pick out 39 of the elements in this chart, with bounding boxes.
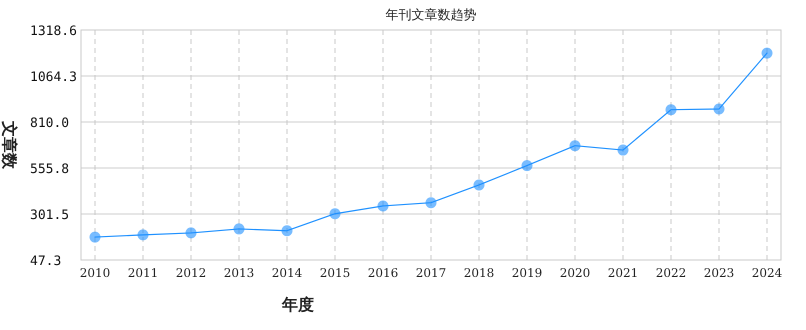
point bbox=[570, 140, 580, 152]
point bbox=[282, 225, 292, 236]
y-axis-title: 文章数 bbox=[0, 120, 19, 170]
x-tick-label: 2015 bbox=[320, 266, 350, 280]
point bbox=[762, 48, 772, 59]
x-tick-label: 2017 bbox=[416, 266, 446, 280]
x-tick-label: 2023 bbox=[704, 266, 734, 280]
point bbox=[714, 103, 724, 114]
point bbox=[666, 104, 676, 116]
x-tick-label: 2010 bbox=[80, 266, 110, 280]
y-tick-label: 47.3 bbox=[30, 254, 62, 269]
x-tick-label: 2021 bbox=[608, 266, 638, 280]
point bbox=[234, 223, 244, 234]
y-tick-label: 810.0 bbox=[30, 116, 70, 132]
point bbox=[522, 160, 532, 172]
x-tick-label: 2011 bbox=[128, 266, 158, 280]
x-tick-label: 2014 bbox=[272, 266, 303, 280]
x-tick-label: 2022 bbox=[656, 266, 686, 280]
x-tick-label: 2018 bbox=[464, 266, 494, 280]
point bbox=[138, 229, 148, 240]
point bbox=[378, 200, 388, 212]
x-tick-label: 2020 bbox=[560, 266, 590, 280]
point bbox=[474, 179, 484, 190]
point bbox=[330, 208, 340, 220]
x-axis-title: 年度 bbox=[281, 295, 314, 314]
y-tick-label: 1318.6 bbox=[30, 24, 77, 39]
y-tick-label: 1064.3 bbox=[30, 70, 77, 86]
point bbox=[426, 197, 436, 208]
x-tick-label: 2012 bbox=[176, 266, 206, 280]
point bbox=[618, 144, 628, 156]
x-tick-label: 2016 bbox=[368, 266, 398, 280]
point bbox=[90, 232, 100, 243]
y-tick-label: 555.8 bbox=[30, 162, 70, 178]
x-tick-label: 2013 bbox=[224, 266, 254, 280]
x-tick-label: 2024 bbox=[752, 266, 783, 280]
chart-title: 年刊文章数趋势 bbox=[386, 8, 476, 23]
x-tick-label: 2019 bbox=[512, 266, 542, 280]
y-tick-label: 301.5 bbox=[30, 208, 70, 224]
point bbox=[186, 227, 196, 238]
